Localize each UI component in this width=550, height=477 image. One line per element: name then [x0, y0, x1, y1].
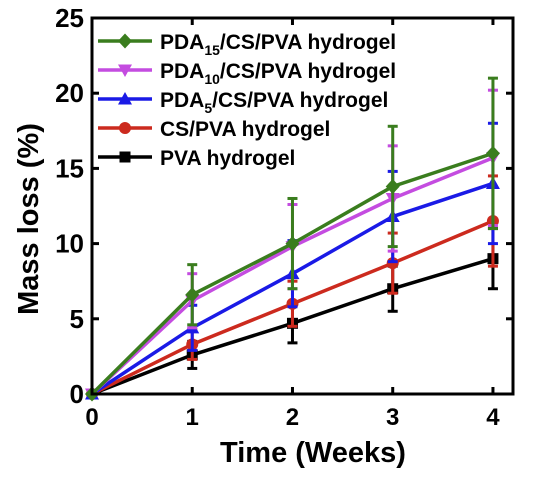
x-tick-label: 3 [386, 404, 399, 431]
legend-label: CS/PVA hydrogel [160, 118, 330, 141]
y-tick-label: 0 [70, 379, 84, 409]
data-point [485, 145, 500, 161]
legend-item-4: CS/PVA hydrogel [98, 118, 330, 141]
legend-label: PVA hydrogel [160, 147, 295, 170]
legend-item-1: PDA15/CS/PVA hydrogel [98, 31, 396, 58]
legend-marker [118, 92, 132, 105]
legend-marker [119, 151, 131, 163]
series-1 [85, 76, 500, 402]
legend-marker [118, 64, 132, 77]
data-point [285, 236, 300, 252]
legend-item-2: PDA10/CS/PVA hydrogel [98, 60, 396, 87]
axes: 0 1 2 3 4 0 5 10 15 20 25 [55, 3, 515, 431]
y-axis-label: Mass loss (%) [13, 123, 45, 315]
legend-label: PDA15/CS/PVA hydrogel [160, 31, 396, 58]
x-tick-label: 1 [186, 404, 199, 431]
x-tick-label: 0 [85, 404, 98, 431]
y-tick-label: 10 [55, 229, 84, 259]
legend-item-5: PVA hydrogel [98, 147, 295, 170]
y-tick-label: 25 [55, 3, 84, 33]
legend-item-3: PDA5/CS/PVA hydrogel [98, 89, 388, 116]
y-tick-label: 20 [55, 78, 84, 108]
data-point [385, 178, 400, 194]
data-point [185, 287, 200, 303]
y-tick-label: 15 [55, 153, 84, 183]
x-tick-label: 2 [286, 404, 299, 431]
y-tick-label: 5 [70, 304, 84, 334]
x-axis-label: Time (Weeks) [220, 437, 406, 469]
plot-frame [90, 16, 515, 396]
legend-marker [119, 122, 131, 134]
plot-area [85, 76, 500, 402]
legend-marker [118, 33, 132, 49]
legend-label: PDA5/CS/PVA hydrogel [160, 89, 388, 116]
x-tick-label: 4 [486, 404, 500, 431]
legend-label: PDA10/CS/PVA hydrogel [160, 60, 396, 87]
